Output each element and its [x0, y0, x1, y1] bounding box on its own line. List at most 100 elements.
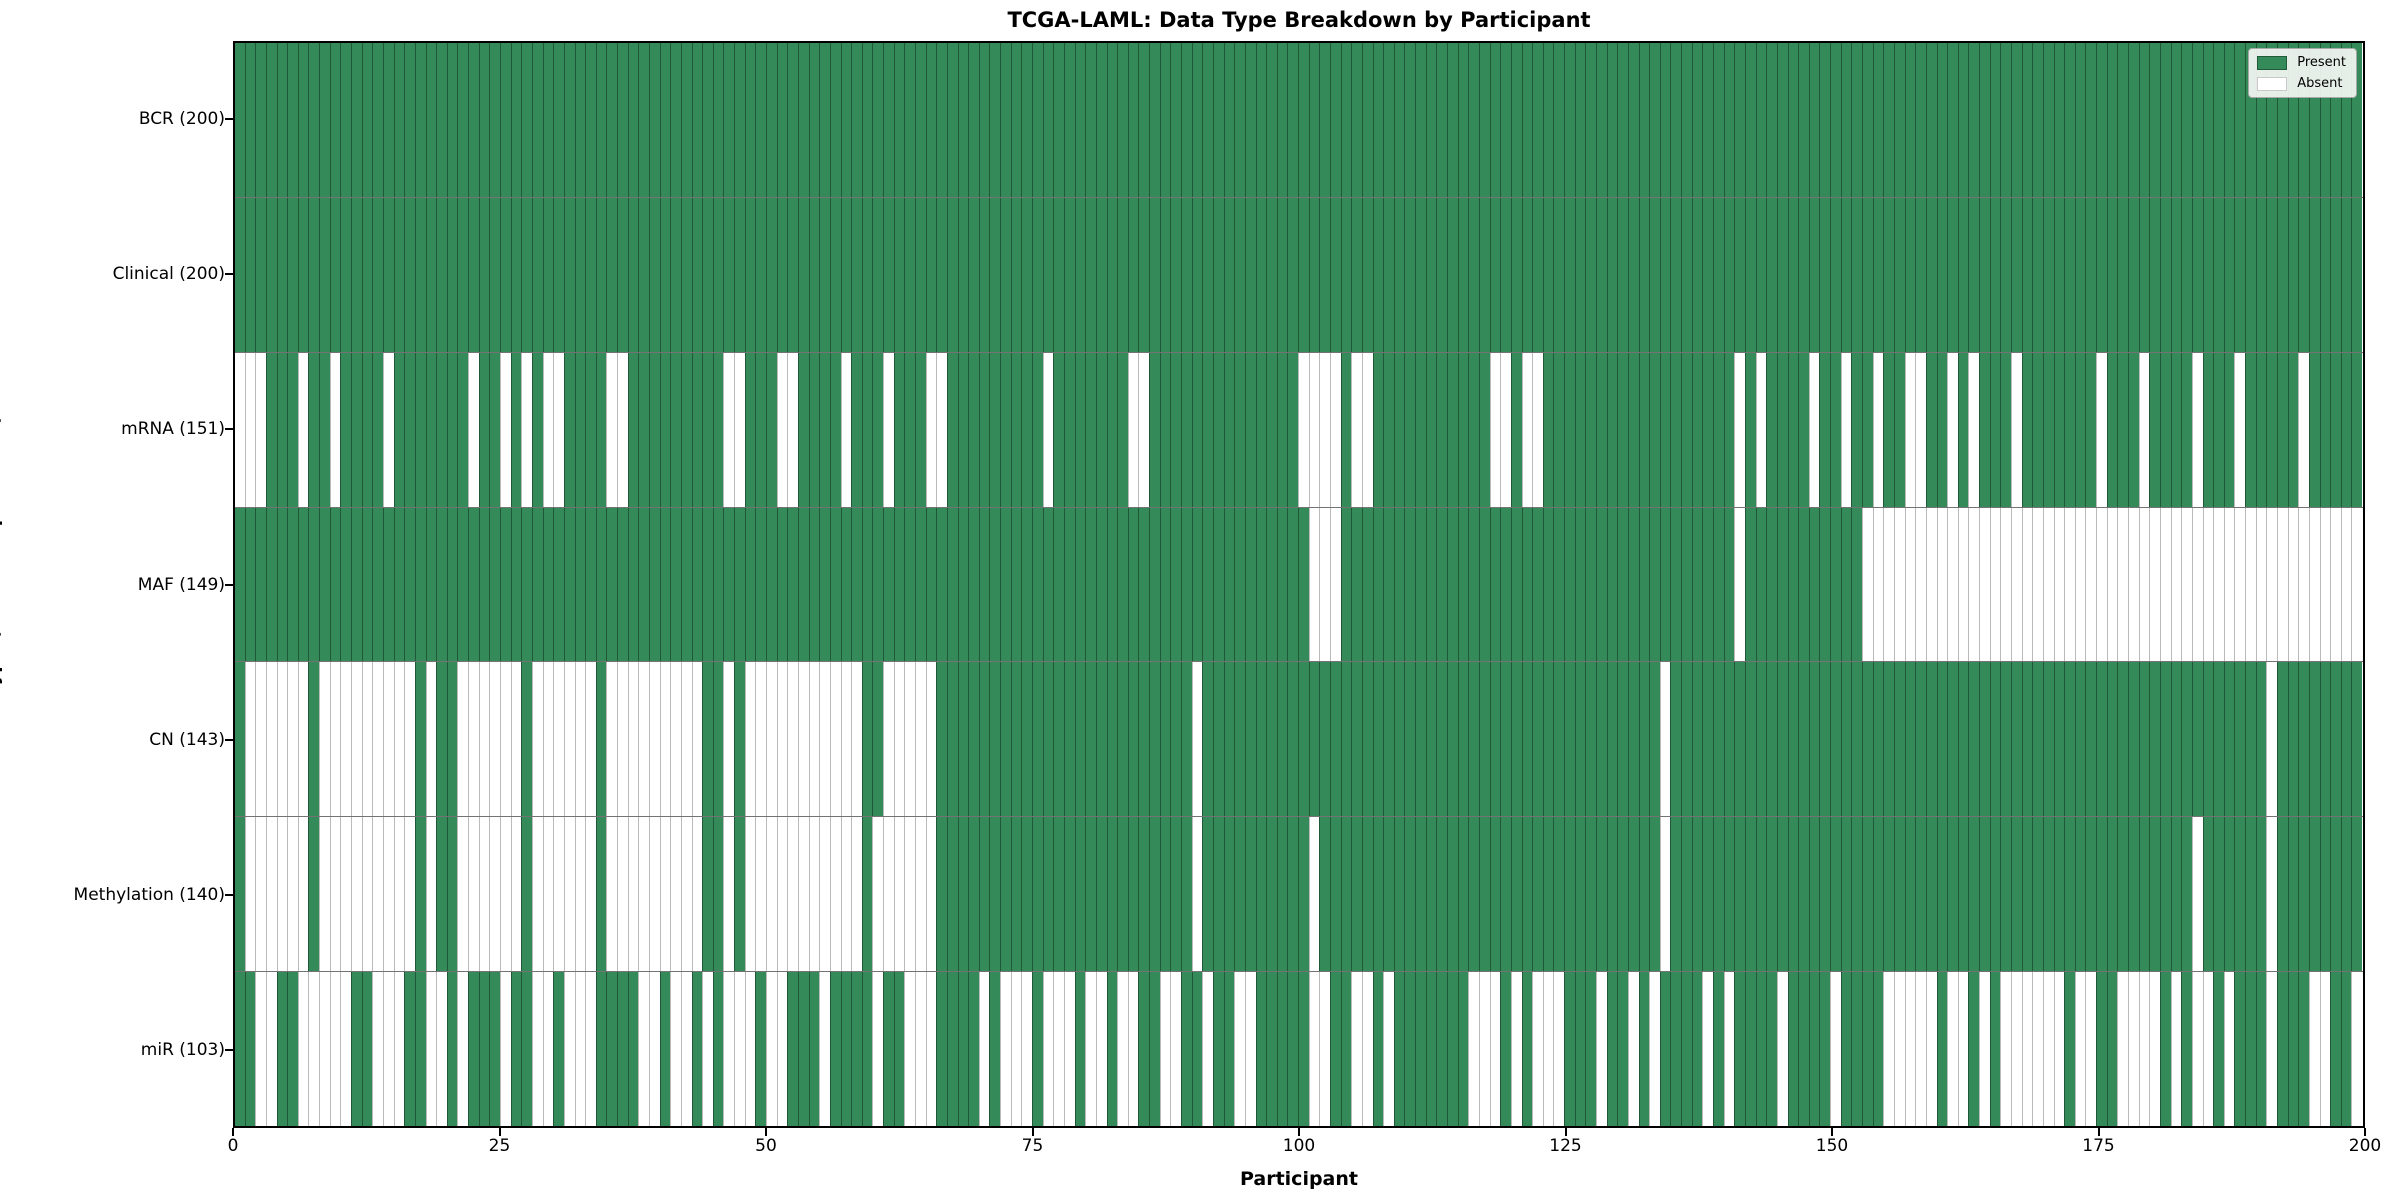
heatmap-cell: [893, 507, 905, 662]
heatmap-cell: [638, 197, 649, 352]
heatmap-cell: [787, 43, 798, 197]
heatmap-cell: [1521, 352, 1533, 507]
heatmap-cell: [787, 972, 798, 1127]
heatmap-cell: [606, 43, 618, 197]
heatmap-cell: [1564, 662, 1575, 817]
heatmap-cell: [712, 197, 724, 352]
heatmap-cell: [2064, 197, 2075, 352]
heatmap-cell: [542, 43, 554, 197]
heatmap-cell: [457, 662, 469, 817]
heatmap-cell: [1904, 352, 1916, 507]
x-tick-mark: [1298, 1128, 1300, 1136]
heatmap-cell: [1713, 43, 1724, 197]
heatmap-cell: [1862, 662, 1873, 817]
heatmap-cell: [1468, 507, 1479, 662]
y-tick-mark: [225, 272, 233, 275]
heatmap-cell: [2096, 43, 2107, 197]
heatmap-cell: [329, 197, 341, 352]
heatmap-cell: [861, 197, 873, 352]
heatmap-cell: [2170, 662, 2182, 817]
heatmap-cell: [617, 507, 628, 662]
heatmap-cell: [2053, 197, 2065, 352]
heatmap-cell: [235, 43, 245, 197]
heatmap-cell: [1351, 662, 1362, 817]
heatmap-cell: [276, 352, 288, 507]
heatmap-cell: [1734, 662, 1745, 817]
heatmap-cell: [1798, 197, 1809, 352]
heatmap-cell: [1819, 197, 1831, 352]
heatmap-cell: [1085, 197, 1096, 352]
heatmap-cell: [1266, 507, 1277, 662]
heatmap-cell: [2000, 662, 2011, 817]
heatmap-cell: [904, 972, 915, 1127]
heatmap-cell: [1425, 352, 1437, 507]
heatmap-cell: [1925, 972, 1937, 1127]
heatmap-cell: [1755, 197, 1767, 352]
heatmap-cell: [1319, 662, 1330, 817]
heatmap-cell: [1255, 352, 1267, 507]
heatmap-cell: [1404, 507, 1416, 662]
heatmap-cell: [1553, 352, 1565, 507]
heatmap-cell: [1212, 662, 1224, 817]
heatmap-cell: [1947, 972, 1958, 1127]
x-tick-mark: [232, 1128, 234, 1136]
legend-item-absent: Absent: [2257, 76, 2346, 91]
heatmap-cell: [468, 43, 479, 197]
y-tick-label-MAF: MAF (149): [137, 574, 225, 595]
heatmap-cell: [255, 197, 266, 352]
heatmap-cell: [744, 352, 756, 507]
heatmap-cell: [915, 662, 926, 817]
x-tick-label-100: 100: [1282, 1136, 1316, 1156]
heatmap-cell: [265, 352, 277, 507]
heatmap-cell: [542, 817, 554, 972]
heatmap-cell: [1095, 352, 1107, 507]
heatmap-cell: [1117, 972, 1128, 1127]
heatmap-cell: [1095, 507, 1107, 662]
heatmap-cell: [1074, 817, 1086, 972]
heatmap-cell: [1681, 352, 1692, 507]
heatmap-cell: [1106, 352, 1118, 507]
heatmap-cell: [372, 507, 383, 662]
heatmap-cell: [691, 197, 703, 352]
heatmap-cell: [1138, 507, 1150, 662]
heatmap-cell: [1872, 197, 1884, 352]
heatmap-cell: [1851, 662, 1863, 817]
heatmap-cell: [1638, 662, 1650, 817]
x-tick-label-200: 200: [2348, 1136, 2382, 1156]
heatmap-cell: [2277, 197, 2288, 352]
heatmap-cell: [2245, 197, 2256, 352]
heatmap-cell: [2010, 43, 2022, 197]
heatmap-cell: [1574, 352, 1586, 507]
heatmap-cell: [946, 817, 958, 972]
heatmap-cell: [1372, 507, 1384, 662]
heatmap-cell: [744, 197, 756, 352]
heatmap-cell: [883, 197, 894, 352]
heatmap-cell: [638, 972, 649, 1127]
heatmap-cell: [1659, 197, 1671, 352]
heatmap-cell: [904, 662, 915, 817]
heatmap-cell: [2106, 197, 2118, 352]
heatmap-cell: [776, 972, 788, 1127]
heatmap-cell: [2149, 817, 2160, 972]
heatmap-cell: [393, 817, 405, 972]
heatmap-cell: [1979, 507, 1990, 662]
heatmap-cell: [2064, 43, 2075, 197]
heatmap-cell: [1329, 43, 1341, 197]
heatmap-cell: [2149, 972, 2160, 1127]
heatmap-cell: [2138, 507, 2150, 662]
heatmap-cell: [1521, 817, 1533, 972]
heatmap-cell: [1904, 197, 1916, 352]
heatmap-cell: [1298, 507, 1309, 662]
heatmap-cell: [446, 662, 458, 817]
heatmap-cell: [904, 43, 915, 197]
heatmap-cell: [1893, 972, 1905, 1127]
heatmap-cell: [1893, 507, 1905, 662]
heatmap-cell: [1691, 507, 1703, 662]
x-tick-label-125: 125: [1549, 1136, 1582, 1156]
heatmap-cell: [1095, 43, 1107, 197]
heatmap-cell: [2106, 662, 2118, 817]
heatmap-cell: [2085, 352, 2097, 507]
heatmap-cell: [372, 972, 383, 1127]
heatmap-cell: [819, 352, 830, 507]
heatmap-cell: [297, 197, 309, 352]
